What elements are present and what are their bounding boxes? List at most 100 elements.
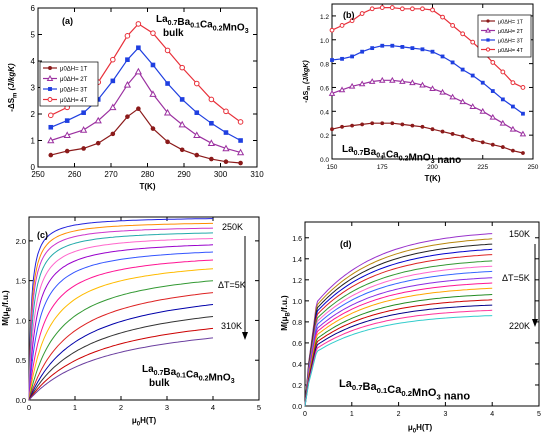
data-point (430, 7, 435, 13)
data-point (490, 60, 496, 65)
mh-curve (304, 270, 493, 407)
data-point (179, 97, 185, 102)
data-point (193, 80, 200, 87)
data-point (399, 78, 406, 84)
y-tick-label: 1.0 (292, 299, 302, 306)
data-point (459, 98, 466, 105)
data-point (430, 127, 435, 132)
data-point (179, 147, 185, 153)
x-axis-label: μ0H(T) (408, 423, 433, 434)
data-point (479, 107, 487, 114)
data-point (123, 81, 132, 88)
y-tick-label: 1.0 (16, 316, 26, 325)
y-tick-label: 1.2 (320, 14, 329, 21)
data-point (46, 75, 54, 81)
x-tick-label: 225 (477, 164, 488, 171)
y-tick-label: 5 (31, 31, 36, 40)
data-point (379, 5, 385, 10)
mh-curve (28, 251, 214, 401)
data-point (511, 104, 515, 109)
data-point (236, 148, 245, 156)
data-point (519, 130, 527, 137)
mh-curve (28, 232, 214, 401)
data-point (223, 130, 229, 135)
data-point (470, 39, 476, 45)
x-tick-label: 280 (141, 170, 155, 179)
x-tick-label: 150 (327, 164, 338, 171)
data-point (338, 86, 346, 93)
data-point (429, 85, 436, 92)
data-point (48, 124, 54, 130)
data-point (439, 88, 446, 95)
data-point (150, 62, 156, 68)
data-point (330, 58, 334, 62)
data-point (511, 148, 515, 153)
mh-curve (28, 304, 214, 401)
mh-curve (28, 316, 214, 401)
mh-curve (28, 218, 213, 401)
x-tick-label: 3 (165, 403, 169, 412)
x-tick-label: 3 (443, 411, 447, 418)
series-line (50, 46, 241, 142)
data-point (510, 80, 516, 86)
data-point (223, 108, 229, 115)
data-point (485, 47, 491, 52)
data-point (125, 114, 130, 119)
data-point (399, 6, 405, 12)
legend-label: μ0ΔH= 4T (60, 98, 88, 104)
mh-curve (28, 238, 214, 401)
data-point (81, 146, 86, 151)
legend-label: μ0ΔH= 3T (498, 39, 524, 45)
data-point (209, 120, 214, 126)
plot-frame (28, 216, 260, 401)
data-point (420, 47, 425, 52)
data-point (509, 125, 517, 132)
data-point (370, 46, 375, 51)
y-tick-label: 1.0 (320, 38, 329, 45)
mh-curve (28, 259, 214, 401)
data-point (350, 54, 354, 59)
x-tick-label: 310 (250, 170, 264, 179)
chart-subtitle: bulk (163, 28, 184, 39)
y-tick-label: 0.6 (292, 341, 302, 348)
data-point (389, 76, 396, 83)
data-point (349, 18, 355, 24)
data-point (480, 80, 485, 85)
x-axis-label: T(K) (425, 174, 441, 183)
mh-curve (304, 265, 493, 407)
data-point (370, 121, 375, 126)
chart-title: La0.7Ba0.1Ca0.2MnO3 (142, 364, 235, 385)
data-point (420, 6, 425, 12)
mh-curve (28, 268, 214, 401)
mh-curve (304, 287, 493, 407)
mh-curve (304, 294, 493, 407)
x-tick-label: 2 (119, 403, 123, 412)
x-tick-label: 0 (27, 403, 31, 412)
y-axis-label: -ΔSm (J/kgK) (303, 60, 312, 103)
mh-curve (304, 260, 493, 407)
x-tick-label: 300 (214, 170, 228, 179)
data-point (222, 144, 230, 152)
data-point (194, 110, 200, 115)
data-point (409, 79, 416, 86)
data-point (359, 11, 365, 16)
data-point (521, 111, 525, 116)
data-point (460, 134, 465, 139)
legend-label: μ0ΔH= 2T (498, 29, 524, 35)
annotation-start-temp: 250K (222, 222, 243, 232)
data-point (489, 113, 497, 120)
data-point (378, 76, 386, 83)
data-point (165, 81, 170, 86)
panel-a: 250 260 270 280 290 300 310 0 1 2 3 4 5 6 μ0ΔH= 1T μ0ΔH… (7, 4, 264, 191)
data-point (165, 139, 170, 145)
y-tick-label: 0.0 (16, 396, 26, 405)
x-tick-label: 4 (211, 403, 215, 412)
panel-b: 150 175 200 225 250 0.0 0.2 0.4 0.6 0.8 1.0 1.2 μ0ΔH… (303, 3, 539, 183)
data-point (450, 132, 455, 136)
data-point (490, 142, 495, 147)
data-point (410, 46, 415, 51)
data-point (109, 103, 117, 111)
data-point (420, 124, 425, 129)
data-point (48, 152, 54, 158)
data-point (47, 136, 55, 144)
